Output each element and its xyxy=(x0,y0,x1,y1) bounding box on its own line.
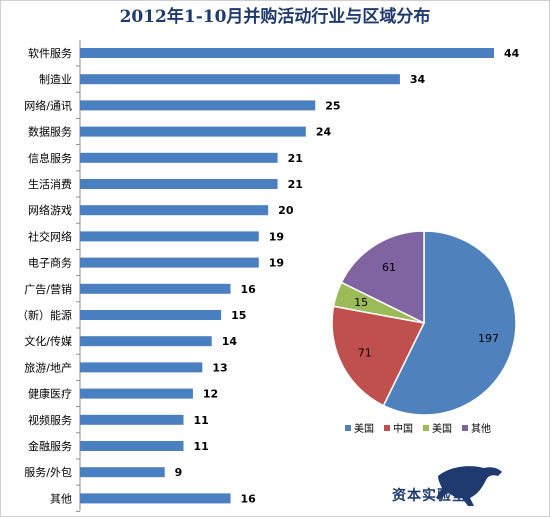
data-label: 13 xyxy=(212,361,227,374)
category-label: （新）能源 xyxy=(17,308,72,322)
bar xyxy=(80,152,278,163)
bar xyxy=(80,126,306,137)
bar xyxy=(80,414,184,425)
bar xyxy=(80,283,231,294)
category-label: 旅游/地产 xyxy=(24,360,72,374)
data-label: 9 xyxy=(175,466,183,479)
legend-swatch xyxy=(345,425,351,431)
data-label: 12 xyxy=(203,388,218,401)
data-label: 19 xyxy=(269,230,284,243)
data-label: 16 xyxy=(241,283,257,296)
category-label: 网络游戏 xyxy=(28,203,72,217)
legend-entry: 美国 xyxy=(354,422,374,435)
chart-title: 2012年1-10月并购活动行业与区域分布 xyxy=(119,7,431,27)
pie-legend: 美国 中国 美国 其他 xyxy=(345,422,491,435)
bar xyxy=(80,74,400,85)
data-label: 16 xyxy=(241,492,257,505)
data-label: 20 xyxy=(278,204,294,217)
category-label: 软件服务 xyxy=(28,46,72,60)
pie-data-label: 71 xyxy=(358,347,372,360)
pie-slice xyxy=(331,305,426,407)
category-label: 数据服务 xyxy=(28,125,72,139)
pie-chart: 197 71 15 61 xyxy=(331,230,517,416)
pie-slice xyxy=(340,230,425,325)
bar xyxy=(80,441,184,451)
data-label: 44 xyxy=(504,47,520,60)
category-label: 电子商务 xyxy=(28,256,72,270)
data-label: 25 xyxy=(325,99,340,112)
pie-data-label: 15 xyxy=(354,296,368,309)
data-label: 24 xyxy=(316,126,332,139)
bar xyxy=(80,388,193,399)
bar xyxy=(80,467,165,478)
data-label: 19 xyxy=(269,257,284,270)
data-label: 21 xyxy=(288,152,303,165)
bar xyxy=(80,257,259,268)
data-label: 11 xyxy=(194,440,209,453)
legend-swatch xyxy=(462,425,468,431)
logo-text: 资本实验室 xyxy=(392,488,467,504)
bar xyxy=(80,100,316,111)
data-label: 15 xyxy=(231,309,246,322)
category-label: 其他 xyxy=(50,492,72,505)
bar xyxy=(80,48,494,58)
legend-swatch xyxy=(423,425,429,431)
legend-entry: 其他 xyxy=(471,422,491,435)
legend-entry: 中国 xyxy=(393,422,413,435)
data-label: 21 xyxy=(288,178,303,191)
category-label: 服务/外包 xyxy=(24,466,72,479)
category-label: 信息服务 xyxy=(28,151,72,165)
category-label: 金融服务 xyxy=(28,439,72,453)
category-label: 生活消费 xyxy=(28,177,72,191)
category-label: 健康医疗 xyxy=(28,387,72,401)
legend-swatch xyxy=(384,425,390,431)
bar xyxy=(80,231,259,242)
legend-entry: 美国 xyxy=(432,422,452,435)
pie-slice xyxy=(382,230,517,416)
bar xyxy=(80,336,212,347)
bar xyxy=(80,179,278,189)
bar xyxy=(80,205,269,216)
category-label: 网络/通讯 xyxy=(24,98,72,112)
bar xyxy=(80,362,203,373)
category-label: 文化/传媒 xyxy=(24,334,72,348)
bar-chart: 软件服务 44 制造业 34 网络/通讯 25 数据服务 24 信息服务 21 生活消费 21 网络游戏… xyxy=(17,40,520,512)
data-label: 14 xyxy=(222,335,238,348)
category-label: 广告/营销 xyxy=(24,282,72,296)
category-label: 社交网络 xyxy=(28,229,72,243)
category-label: 制造业 xyxy=(39,72,72,86)
category-label: 视频服务 xyxy=(28,413,72,427)
pie-data-label: 61 xyxy=(382,261,396,274)
bar xyxy=(80,310,222,320)
panther-icon xyxy=(436,466,502,506)
pie-data-label: 197 xyxy=(478,332,499,345)
data-label: 34 xyxy=(410,73,426,86)
bar xyxy=(80,493,231,504)
data-label: 11 xyxy=(194,414,209,427)
